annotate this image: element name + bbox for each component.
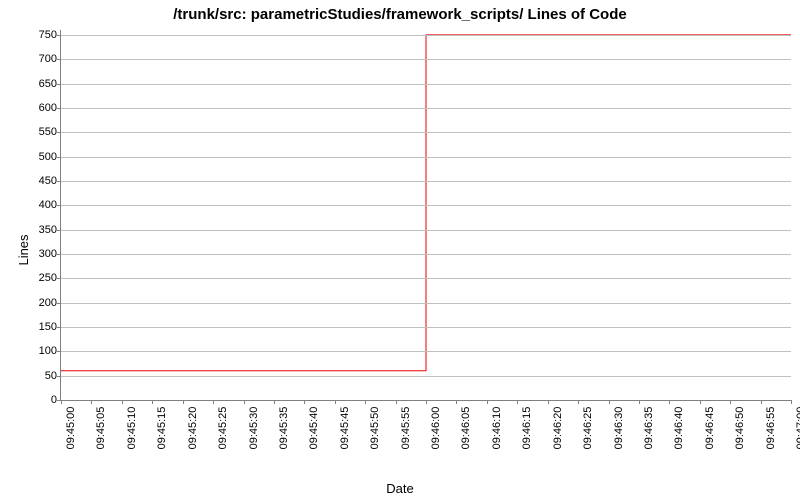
x-tick-mark (91, 400, 92, 404)
gridline (61, 35, 791, 36)
x-tick-label: 09:47:00 (791, 407, 800, 450)
x-tick-label: 09:45:40 (304, 407, 320, 450)
y-tick-mark (57, 132, 61, 133)
x-tick-label: 09:46:35 (639, 407, 655, 450)
x-tick-label: 09:46:55 (761, 407, 777, 450)
x-tick-label: 09:46:45 (700, 407, 716, 450)
line-layer (61, 30, 791, 400)
x-tick-label: 09:45:30 (244, 407, 260, 450)
x-tick-mark (761, 400, 762, 404)
gridline (61, 327, 791, 328)
x-tick-mark (578, 400, 579, 404)
gridline (61, 254, 791, 255)
x-tick-label: 09:45:50 (365, 407, 381, 450)
x-tick-label: 09:46:20 (548, 407, 564, 450)
y-tick-mark (57, 254, 61, 255)
x-tick-mark (61, 400, 62, 404)
x-tick-mark (456, 400, 457, 404)
gridline (61, 351, 791, 352)
x-tick-label: 09:46:50 (730, 407, 746, 450)
x-tick-mark (183, 400, 184, 404)
x-tick-label: 09:45:25 (213, 407, 229, 450)
x-tick-label: 09:46:30 (609, 407, 625, 450)
x-tick-label: 09:45:10 (122, 407, 138, 450)
x-tick-label: 09:45:35 (274, 407, 290, 450)
x-tick-label: 09:45:05 (91, 407, 107, 450)
x-tick-label: 09:45:15 (152, 407, 168, 450)
series-line (61, 35, 791, 371)
x-tick-mark (791, 400, 792, 404)
gridline (61, 303, 791, 304)
x-tick-mark (548, 400, 549, 404)
gridline (61, 205, 791, 206)
x-tick-mark (700, 400, 701, 404)
x-tick-label: 09:46:25 (578, 407, 594, 450)
x-tick-mark (487, 400, 488, 404)
y-tick-mark (57, 35, 61, 36)
y-tick-mark (57, 230, 61, 231)
x-tick-label: 09:46:00 (426, 407, 442, 450)
x-tick-mark (517, 400, 518, 404)
gridline (61, 157, 791, 158)
y-tick-mark (57, 303, 61, 304)
x-tick-mark (426, 400, 427, 404)
y-tick-mark (57, 84, 61, 85)
x-tick-mark (304, 400, 305, 404)
y-tick-mark (57, 108, 61, 109)
x-tick-label: 09:45:55 (396, 407, 412, 450)
y-tick-mark (57, 59, 61, 60)
gridline (61, 59, 791, 60)
y-tick-mark (57, 278, 61, 279)
x-axis-label: Date (0, 481, 800, 496)
plot-area: 0501001502002503003504004505005506006507… (60, 30, 791, 401)
y-tick-mark (57, 157, 61, 158)
x-tick-mark (152, 400, 153, 404)
x-tick-label: 09:46:40 (669, 407, 685, 450)
x-tick-mark (639, 400, 640, 404)
y-axis-label: Lines (16, 234, 31, 265)
x-tick-mark (669, 400, 670, 404)
chart-title: /trunk/src: parametricStudies/framework_… (0, 6, 800, 23)
y-tick-mark (57, 205, 61, 206)
y-tick-mark (57, 327, 61, 328)
y-tick-mark (57, 376, 61, 377)
x-tick-mark (244, 400, 245, 404)
x-tick-label: 09:46:05 (456, 407, 472, 450)
x-tick-label: 09:46:10 (487, 407, 503, 450)
loc-chart: /trunk/src: parametricStudies/framework_… (0, 0, 800, 500)
x-tick-label: 09:45:20 (183, 407, 199, 450)
x-tick-mark (213, 400, 214, 404)
x-tick-mark (730, 400, 731, 404)
gridline (61, 376, 791, 377)
y-tick-mark (57, 181, 61, 182)
gridline (61, 278, 791, 279)
x-tick-mark (609, 400, 610, 404)
x-tick-mark (122, 400, 123, 404)
x-tick-label: 09:45:00 (61, 407, 77, 450)
gridline (61, 230, 791, 231)
x-tick-mark (365, 400, 366, 404)
y-tick-mark (57, 351, 61, 352)
gridline (61, 132, 791, 133)
gridline (61, 84, 791, 85)
gridline (61, 108, 791, 109)
x-tick-mark (335, 400, 336, 404)
gridline (61, 181, 791, 182)
x-tick-label: 09:46:15 (517, 407, 533, 450)
x-tick-mark (396, 400, 397, 404)
x-tick-label: 09:45:45 (335, 407, 351, 450)
x-tick-mark (274, 400, 275, 404)
